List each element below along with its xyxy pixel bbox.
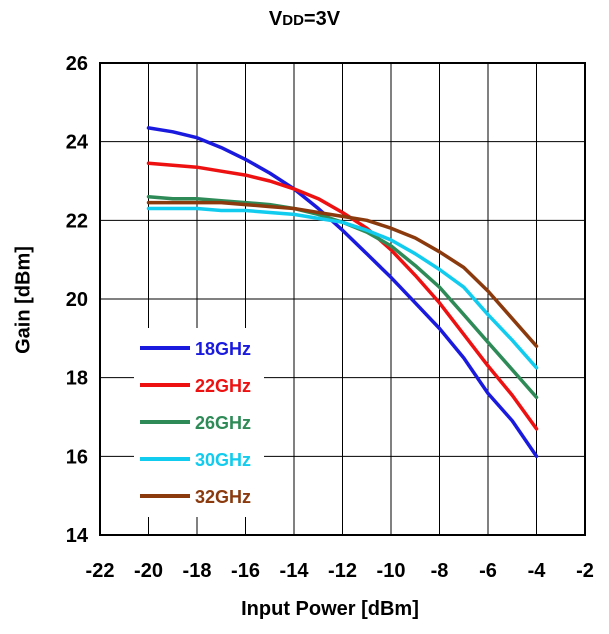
y-tick-label: 18 xyxy=(66,368,88,390)
legend-label: 32GHz xyxy=(195,487,251,507)
y-tick-label: 22 xyxy=(66,210,88,232)
title-rest: =3V xyxy=(303,8,341,30)
x-tick-label: -14 xyxy=(280,560,310,582)
y-tick-label: 20 xyxy=(66,289,88,311)
chart-title: VDD=3V xyxy=(0,8,609,31)
x-tick-label: -12 xyxy=(328,560,357,582)
x-tick-label: -18 xyxy=(183,560,212,582)
legend-label: 18GHz xyxy=(195,339,251,359)
series-line xyxy=(146,200,539,348)
x-axis-label: Input Power [dBm] xyxy=(241,598,419,620)
x-tick-label: -2 xyxy=(576,560,594,582)
x-tick-label: -6 xyxy=(479,560,497,582)
x-tick-label: -22 xyxy=(86,560,115,582)
series-line xyxy=(146,161,539,431)
title-subscript: DD xyxy=(282,12,304,29)
x-tick-label: -20 xyxy=(134,560,163,582)
y-tick-label: 14 xyxy=(66,525,89,547)
x-tick-label: -4 xyxy=(528,560,547,582)
series-line xyxy=(146,206,539,370)
x-tick-label: -8 xyxy=(431,560,449,582)
title-v: V xyxy=(268,8,283,30)
series-line xyxy=(146,126,539,459)
legend-label: 26GHz xyxy=(195,413,251,433)
y-tick-label: 26 xyxy=(66,53,88,75)
y-tick-label: 16 xyxy=(66,446,88,468)
plot-frame xyxy=(99,62,586,536)
y-tick-label: 24 xyxy=(66,132,89,154)
y-axis-label: Gain [dBm] xyxy=(12,246,35,354)
legend-label: 30GHz xyxy=(195,450,251,470)
x-tick-label: -10 xyxy=(377,560,406,582)
x-tick-label: -16 xyxy=(231,560,260,582)
legend-label: 22GHz xyxy=(195,376,251,396)
